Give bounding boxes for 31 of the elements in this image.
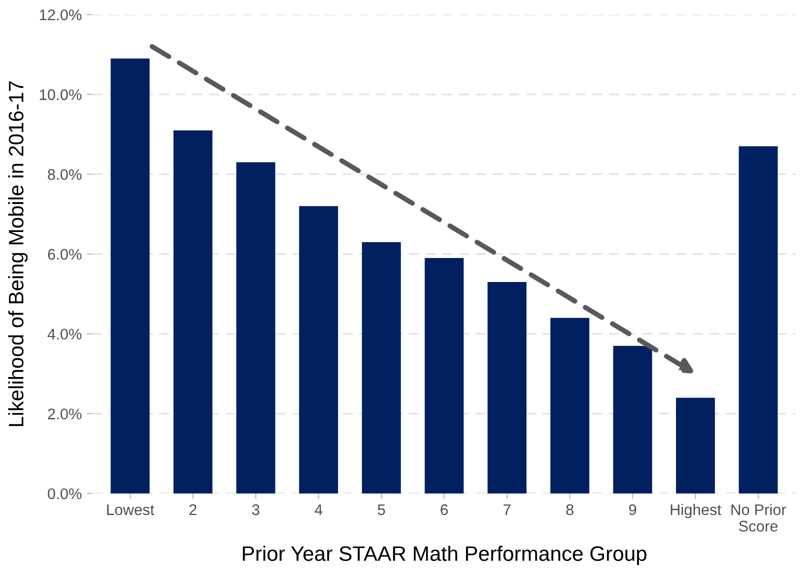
- x-tick-label: 5: [378, 504, 386, 516]
- bar: [424, 258, 464, 494]
- bar: [362, 242, 401, 494]
- bar: [110, 58, 150, 494]
- bar: [488, 282, 526, 494]
- x-axis-title: Prior Year STAAR Math Performance Group: [242, 546, 646, 566]
- bar: [236, 162, 276, 494]
- x-tick-label: 6: [440, 504, 448, 516]
- y-axis-title: Likelihood of Being Mobile in 2016-17: [8, 81, 28, 426]
- y-tick-label: 4.0%: [48, 328, 82, 340]
- x-tick-label: Lowest: [107, 504, 154, 516]
- x-tick-label: 9: [629, 504, 636, 516]
- bar: [299, 206, 338, 494]
- x-tick-label: 7: [504, 504, 511, 515]
- x-tick-label: 3: [252, 504, 260, 516]
- y-tick-label: 6.0%: [48, 248, 82, 260]
- x-tick-label: No Prior Score: [732, 504, 786, 532]
- bar: [738, 146, 778, 494]
- y-tick-label: 8.0%: [48, 169, 82, 180]
- y-tick-label: 12.0%: [40, 9, 82, 20]
- bar: [173, 130, 212, 494]
- bar: [676, 398, 715, 494]
- y-tick-label: 2.0%: [48, 408, 82, 420]
- x-tick-label: Highest: [670, 504, 722, 518]
- x-tick-label: 2: [189, 504, 196, 515]
- x-tick-label: 4: [314, 504, 322, 515]
- y-tick-label: 10.0%: [40, 89, 82, 100]
- bar: [613, 346, 652, 494]
- bar: [550, 318, 590, 494]
- x-tick-label: 8: [566, 504, 574, 516]
- y-tick-label: 0.0%: [48, 488, 82, 500]
